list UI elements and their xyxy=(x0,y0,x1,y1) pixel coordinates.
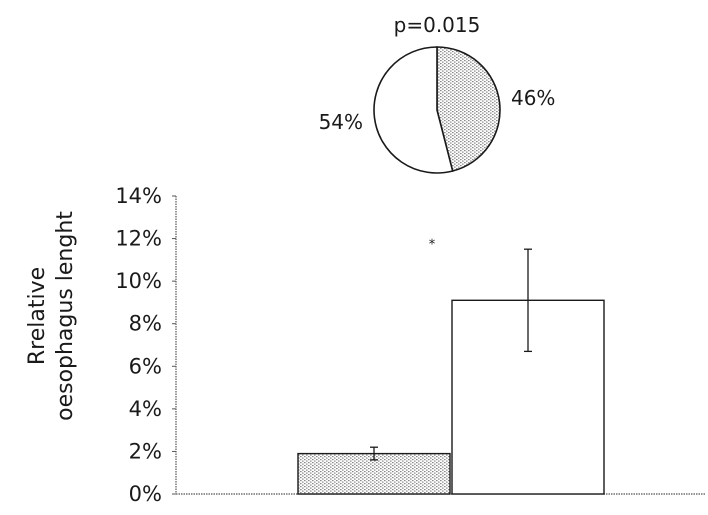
significance-marker-1: * xyxy=(429,238,436,253)
pie-slice-1 xyxy=(436,46,501,172)
bar-chart: 0% 2% 4% 6% 8% 10% 12% 14% Rrelative oesophagus l… xyxy=(25,184,705,506)
y-tick-label-4: 8% xyxy=(129,312,162,336)
pie-slice-label-2: 54% xyxy=(319,110,363,134)
y-tick-label-3: 6% xyxy=(129,354,162,378)
y-tick-label-7: 14% xyxy=(115,184,162,208)
y-tick-label-6: 12% xyxy=(115,227,162,251)
pie-slice-label-1: 46% xyxy=(511,86,555,110)
y-tick-label-1: 2% xyxy=(129,439,162,463)
y-tick-label-2: 4% xyxy=(129,397,162,421)
y-tick-label-5: 10% xyxy=(115,269,162,293)
y-axis-label-line-2: oesophagus lenght xyxy=(53,211,78,421)
pie-slice-2 xyxy=(373,46,454,174)
pie-title: p=0.015 xyxy=(394,13,481,37)
y-axis-label-line-1: Rrelative xyxy=(25,267,50,365)
y-tick-label-0: 0% xyxy=(129,482,162,506)
pie-chart: p=0.015 46% 54% xyxy=(319,13,555,174)
